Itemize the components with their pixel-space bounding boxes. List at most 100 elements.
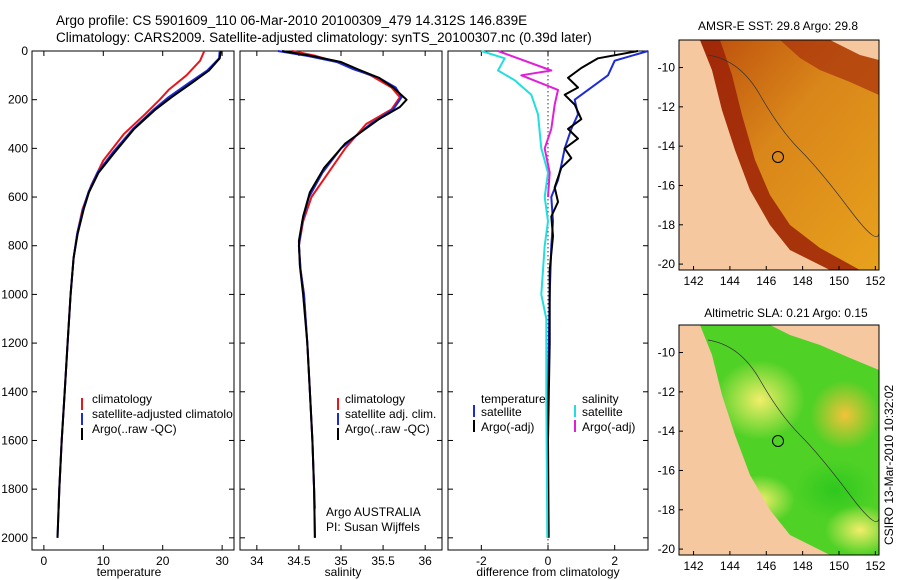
sst-map-ticks: 142 144 146 148 150 152 -10 -12 -14 -16 -18 -20 [658, 61, 886, 288]
series-line-climatology [57, 50, 206, 509]
x-tick-label: 36 [418, 554, 432, 568]
series-line-salinity-satellite [481, 50, 549, 538]
legend-label-argo: Argo(..raw -QC) [92, 422, 177, 436]
argo-australia-note: Argo AUSTRALIA [326, 505, 421, 519]
y-tick-label: 1000 [1, 287, 28, 301]
legend-heading-temperature: temperature [481, 392, 546, 406]
legend-label-climatology: climatology [92, 392, 152, 406]
salinity-panel: 34 34.5 35 35.5 36 salinity climatology sate… [239, 50, 443, 579]
map-y-tick-label: -10 [658, 346, 676, 360]
map-y-tick-label: -14 [658, 424, 676, 438]
sla-land-png [770, 325, 879, 370]
difference-xlabel: difference from climatology [476, 565, 619, 579]
sla-high-anomaly [810, 380, 879, 450]
csiro-credit: CSIRO 13-Mar-2010 10:32:02 [882, 385, 896, 545]
map-x-tick-label: 142 [684, 559, 704, 573]
legend-heading-salinity: salinity [582, 392, 619, 406]
map-x-tick-label: 150 [829, 559, 849, 573]
y-tick-label: 0 [21, 44, 28, 58]
map-y-tick-label: -10 [658, 61, 676, 75]
y-tick-label: 800 [8, 239, 28, 253]
map-y-tick-label: -14 [658, 139, 676, 153]
x-tick-label: 34.5 [287, 554, 311, 568]
y-tick-label: 2000 [1, 531, 28, 545]
sla-map-title: Altimetric SLA: 0.21 Argo: 0.15 [704, 306, 868, 320]
map-y-tick-label: -16 [658, 463, 676, 477]
series-line-temperature-argo-adj- [547, 50, 639, 538]
sla-map: Altimetric SLA: 0.21 Argo: 0.15 142 144 14… [658, 306, 886, 573]
series-line-climatology [291, 50, 401, 509]
salinity-ticks: 34 34.5 35 35.5 36 [240, 50, 442, 568]
y-tick-label: 400 [8, 141, 28, 155]
temperature-axes-frame [31, 50, 235, 551]
sla-argo-location-marker [772, 435, 784, 447]
sla-low-anomaly [795, 460, 875, 520]
legend-label-sal-satellite: satellite [582, 405, 623, 419]
sla-land-australia [679, 325, 830, 555]
x-tick-label: 0 [41, 554, 48, 568]
map-y-tick-label: -12 [658, 100, 676, 114]
sst-warm-north-band [780, 40, 879, 95]
legend-label-satellite: satellite adj. clim. [345, 407, 436, 421]
figure-title-line1: Argo profile: CS 5901609_110 06-Mar-2010… [56, 13, 527, 28]
sla-contour [707, 339, 879, 522]
y-tick-label: 1600 [1, 433, 28, 447]
legend-label-temp-argo: Argo(-adj) [481, 420, 534, 434]
x-tick-label: 35.5 [371, 554, 395, 568]
x-tick-label: 10 [97, 554, 111, 568]
map-y-tick-label: -20 [658, 257, 676, 271]
map-y-tick-label: -16 [658, 178, 676, 192]
series-line-satellite-adj-clim- [277, 50, 403, 538]
x-tick-label: 34 [250, 554, 264, 568]
map-x-tick-label: 146 [756, 274, 776, 288]
sst-land-australia [679, 40, 830, 270]
salinity-series [277, 50, 408, 538]
sla-map-frame [678, 324, 880, 556]
map-y-tick-label: -12 [658, 385, 676, 399]
y-tick-label: 200 [8, 93, 28, 107]
y-tick-label: 1200 [1, 336, 28, 350]
y-tick-label: 1400 [1, 385, 28, 399]
map-x-tick-label: 144 [720, 559, 740, 573]
map-x-tick-label: 152 [865, 274, 885, 288]
map-x-tick-label: 148 [793, 559, 813, 573]
x-tick-label: 20 [156, 554, 170, 568]
map-x-tick-label: 146 [756, 559, 776, 573]
x-tick-label: 35 [334, 554, 348, 568]
sst-argo-location-marker [772, 151, 784, 163]
salinity-xlabel: salinity [325, 565, 362, 579]
sla-high-anomaly [825, 505, 879, 555]
difference-series [481, 50, 649, 538]
legend-label-argo: Argo(..raw -QC) [345, 422, 430, 436]
sst-map: AMSR-E SST: 29.8 Argo: 29.8 142 144 146 148… [658, 19, 886, 288]
map-x-tick-label: 150 [829, 274, 849, 288]
temperature-series [56, 50, 222, 538]
sst-contour [707, 54, 879, 237]
map-x-tick-label: 144 [720, 274, 740, 288]
salinity-axes-frame [239, 50, 443, 551]
map-x-tick-label: 148 [793, 274, 813, 288]
map-y-tick-label: -18 [658, 503, 676, 517]
figure-title-line2: Climatology: CARS2009. Satellite-adjuste… [56, 30, 592, 45]
sst-land-png [830, 40, 879, 60]
series-line-salinity-argo-adj- [497, 50, 559, 198]
series-line-argo-raw-qc- [56, 50, 222, 538]
legend-label-climatology: climatology [345, 392, 405, 406]
series-line-argo-raw-qc- [281, 50, 408, 538]
sst-warm-coastal-band [700, 40, 860, 270]
sla-map-ticks: 142 144 146 148 150 152 -10 -12 -14 -16 -18 -20 [658, 346, 886, 573]
x-tick-label: -2 [476, 554, 487, 568]
y-tick-label: 1800 [1, 482, 28, 496]
temperature-legend: climatology satellite-adjusted climatolo… [81, 392, 233, 440]
difference-panel: -2 0 2 difference from climatology tempera… [447, 50, 649, 579]
sst-map-frame [678, 39, 880, 271]
map-x-tick-label: 152 [865, 559, 885, 573]
x-tick-label: 30 [215, 554, 229, 568]
series-line-temperature-satellite [547, 50, 649, 538]
legend-label-temp-satellite: satellite [481, 405, 522, 419]
sst-map-title: AMSR-E SST: 29.8 Argo: 29.8 [698, 19, 858, 33]
temperature-panel: 0 10 20 30 0 200 400 600 800 1000 1200 1400 1600 1800… [1, 44, 235, 579]
x-tick-label: 2 [611, 554, 618, 568]
difference-legend: temperature satellite Argo(-adj) salinit… [473, 392, 635, 434]
map-y-tick-label: -18 [658, 218, 676, 232]
